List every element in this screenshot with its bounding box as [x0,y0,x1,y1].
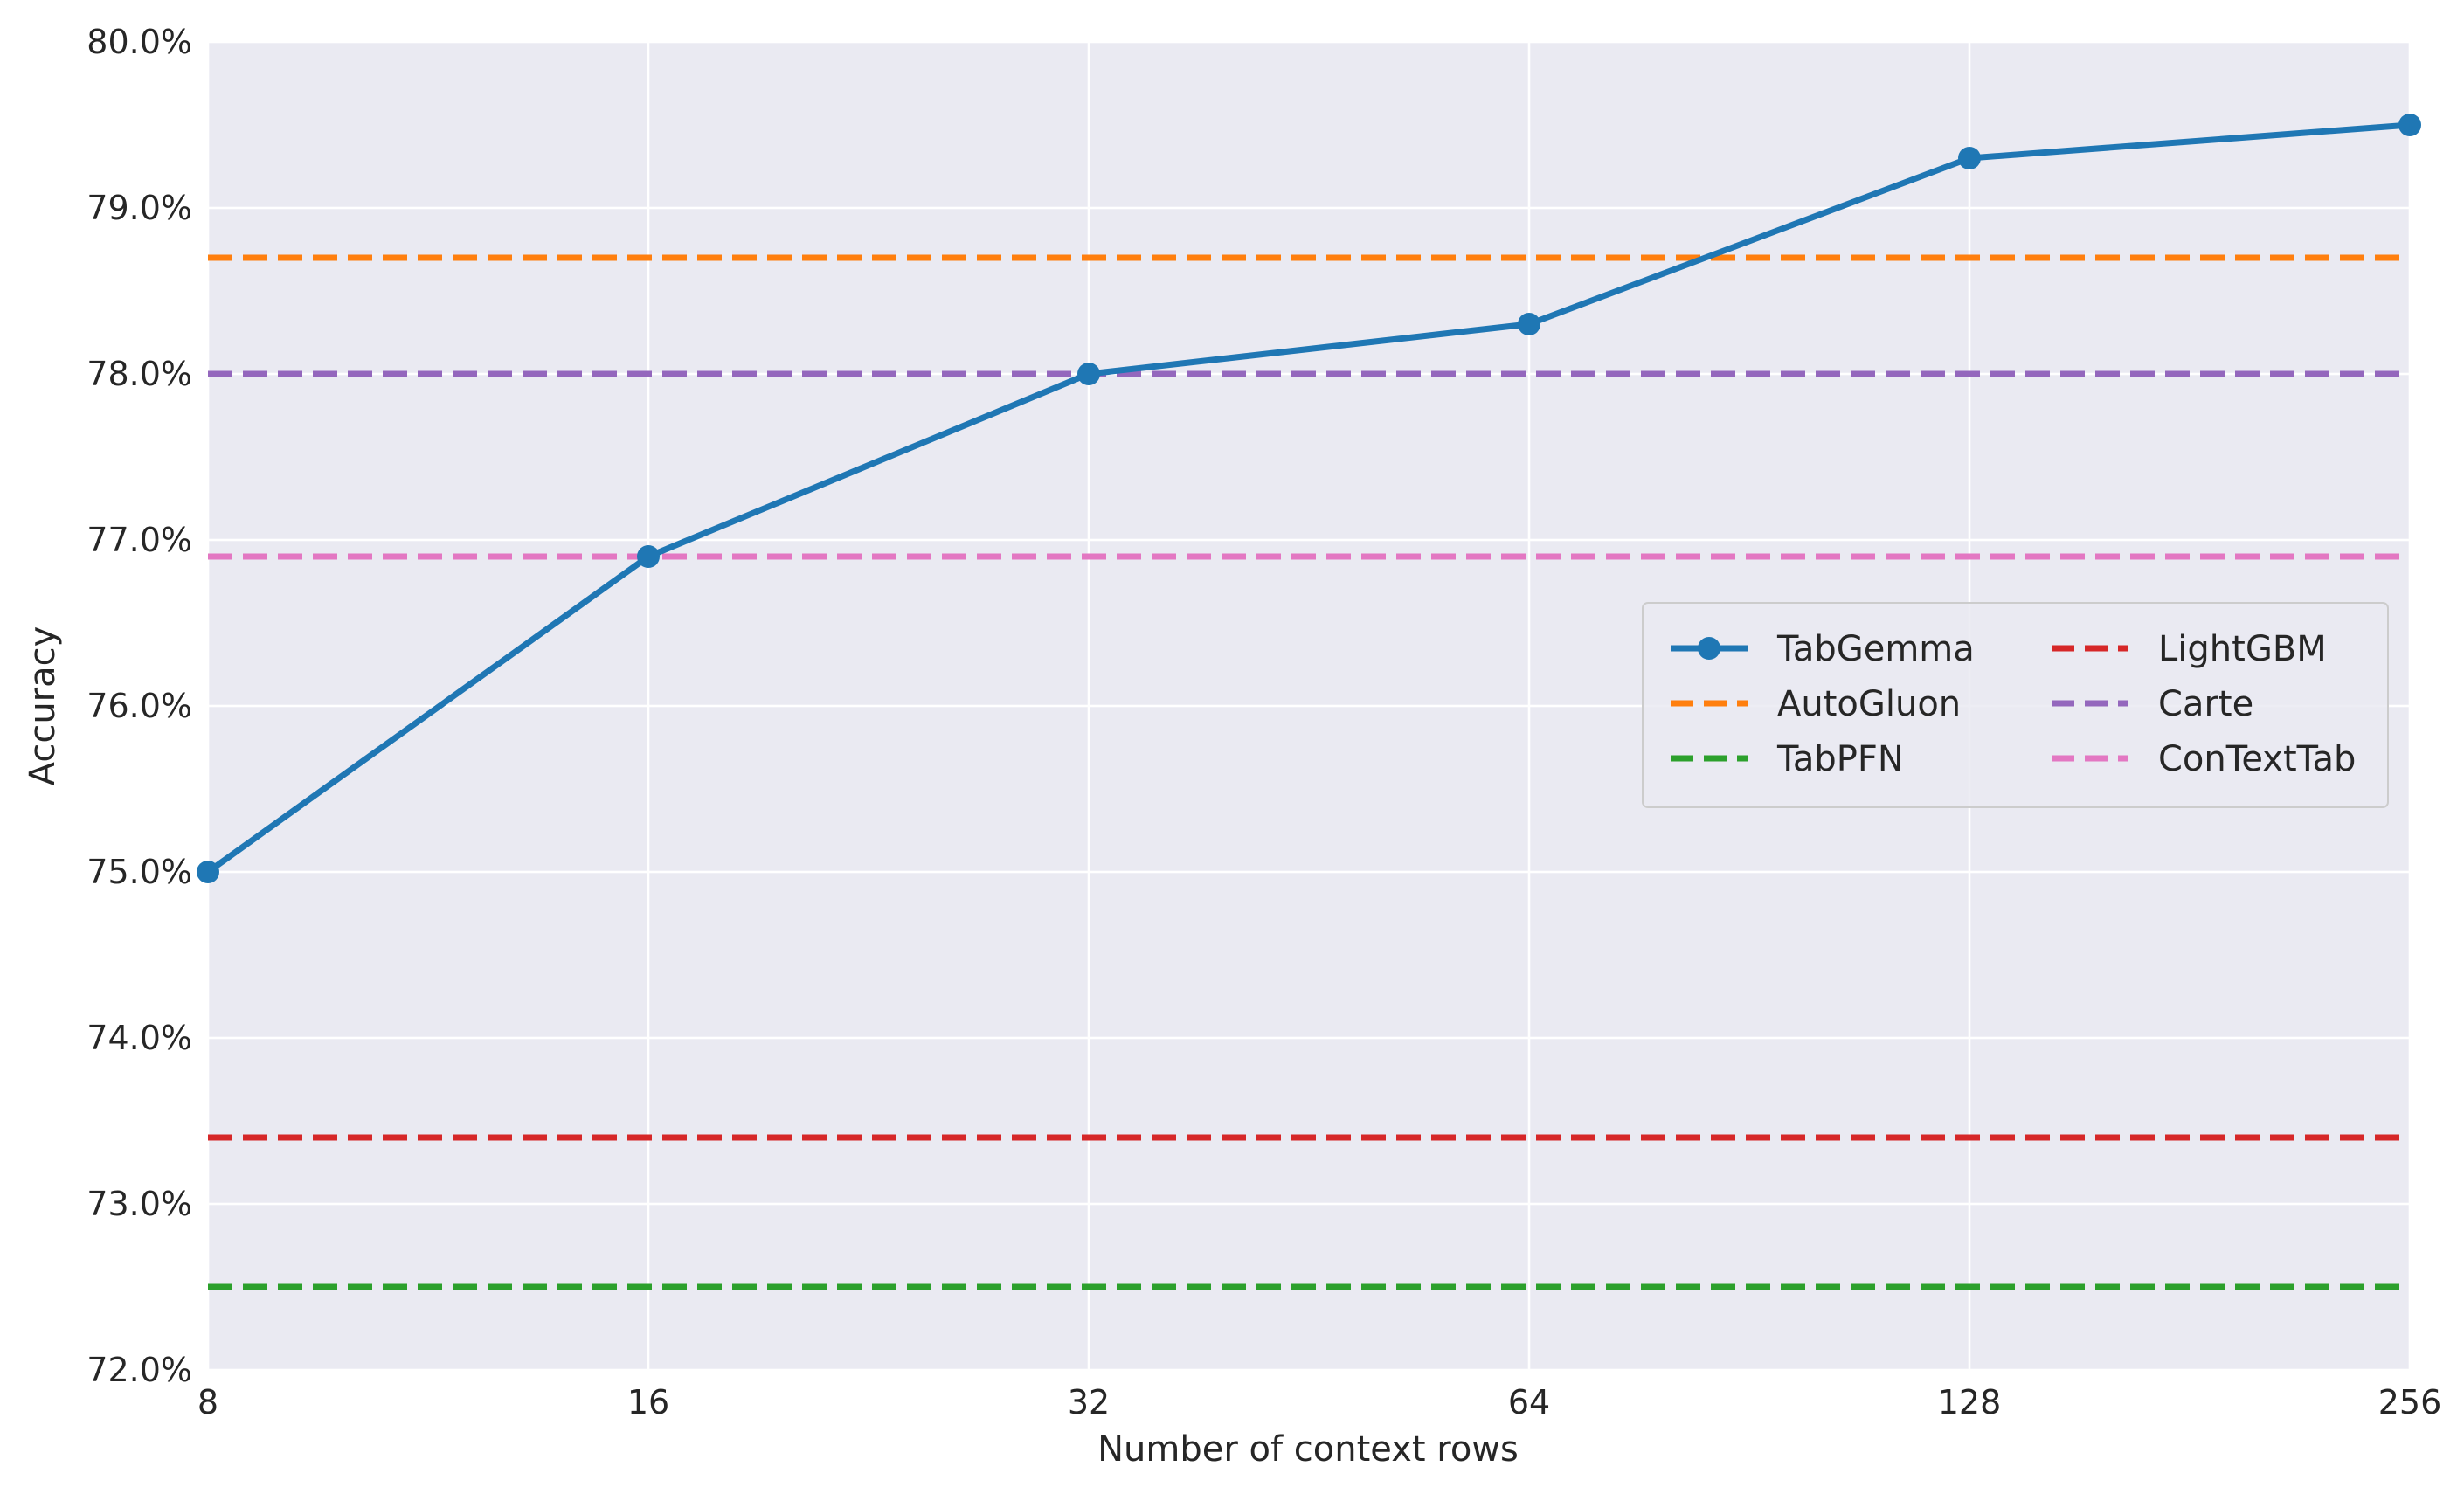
legend: TabGemma AutoGluon TabPFN LightGBM Carte ConT… [1642,602,2389,808]
x-tick-label: 8 [197,1383,218,1421]
legend-label: TabGemma [1776,629,1975,669]
legend-label: Carte [2158,684,2253,724]
y-axis-label: Accuracy [23,626,63,786]
x-axis-label: Number of context rows [1097,1429,1519,1470]
data-point-tabgemma [1518,313,1540,335]
y-tick-label: 74.0% [87,1019,192,1057]
data-point-tabgemma [2398,114,2421,136]
y-tick-label: 78.0% [87,355,192,393]
main-series [197,114,2421,883]
x-axis: 8 16 32 64 128 256 [197,1383,2441,1421]
x-tick-label: 64 [1508,1383,1550,1421]
y-tick-label: 77.0% [87,521,192,559]
legend-item-tabgemma: TabGemma [1671,629,1975,669]
grid [206,40,2412,1372]
y-axis: 72.0% 73.0% 74.0% 75.0% 76.0% 77.0% 78.0% 79.0%… [87,23,192,1389]
y-tick-label: 75.0% [87,853,192,891]
legend-item-tabpfn: TabPFN [1671,739,1904,779]
y-tick-label: 73.0% [87,1185,192,1223]
legend-item-autogluon: AutoGluon [1671,684,1961,724]
legend-item-lightgbm: LightGBM [2052,629,2327,669]
data-point-tabgemma [1958,147,1981,169]
data-point-tabgemma [197,861,219,883]
legend-label: TabPFN [1776,739,1904,779]
data-point-tabgemma [637,545,660,568]
x-tick-label: 128 [1938,1383,2002,1421]
legend-item-contexttab: ConTextTab [2052,739,2356,779]
legend-marker [1698,637,1720,660]
series-line-tabgemma [205,121,2411,875]
y-tick-label: 72.0% [87,1351,192,1389]
data-point-tabgemma [1077,363,1100,385]
x-tick-label: 256 [2378,1383,2442,1421]
legend-label: LightGBM [2158,629,2327,669]
legend-item-carte: Carte [2052,684,2253,724]
x-tick-label: 16 [627,1383,669,1421]
y-tick-label: 76.0% [87,687,192,725]
y-tick-label: 80.0% [87,23,192,61]
legend-label: ConTextTab [2158,739,2356,779]
y-tick-label: 79.0% [87,189,192,227]
legend-label: AutoGluon [1777,684,1961,724]
baseline-series [208,254,2410,1290]
legend-box [1642,602,2389,808]
x-tick-label: 32 [1068,1383,1110,1421]
